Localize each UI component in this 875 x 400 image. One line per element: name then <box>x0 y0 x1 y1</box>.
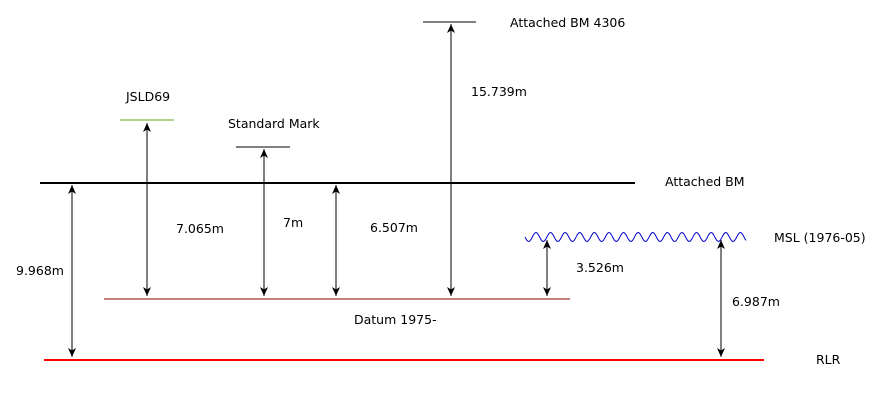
standard-mark-label: Standard Mark <box>228 116 320 131</box>
jsld69-label: JSLD69 <box>125 89 170 104</box>
attached-bm-datum-measurement-label: 6.507m <box>370 220 418 235</box>
standard-mark-measurement-label: 7m <box>283 215 303 230</box>
attached-bm-label: Attached BM <box>665 174 745 189</box>
msl-wave-line <box>524 231 747 243</box>
datum-1975-label: Datum 1975- <box>354 312 437 327</box>
msl-rlr-measurement-label: 6.987m <box>732 294 780 309</box>
msl-datum-measurement-label: 3.526m <box>576 260 624 275</box>
rlr-label: RLR <box>816 352 841 367</box>
bm4306-measurement-label: 15.739m <box>471 84 527 99</box>
attached-bm-4306-label: Attached BM 4306 <box>510 15 625 30</box>
attached-bm-rlr-measurement-label: 9.968m <box>16 263 64 278</box>
jsld69-measurement-label: 7.065m <box>176 221 224 236</box>
msl-label: MSL (1976-05) <box>774 230 866 245</box>
